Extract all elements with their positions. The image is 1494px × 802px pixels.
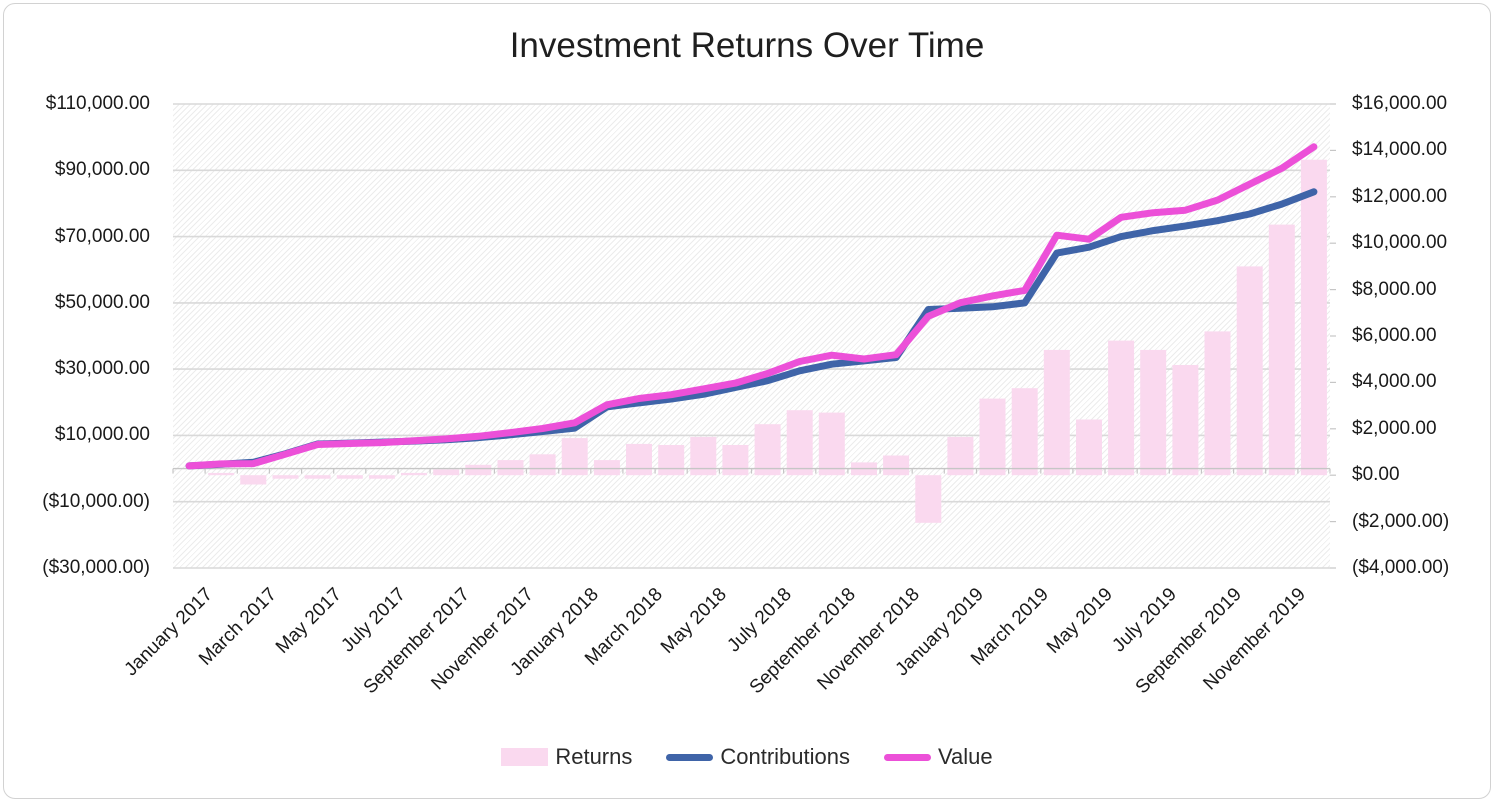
right-axis-tick-label: $12,000.00 xyxy=(1352,185,1448,207)
x-axis-tick-label: May 2018 xyxy=(657,584,732,658)
x-axis-tick-label: May 2017 xyxy=(271,584,346,658)
legend: Returns Contributions Value xyxy=(0,744,1494,770)
legend-label-value: Value xyxy=(938,744,993,769)
chart-plot-svg xyxy=(172,103,1336,569)
right-axis-tick-label: $6,000.00 xyxy=(1352,325,1437,346)
left-axis-tick-label: $30,000.00 xyxy=(54,358,150,380)
right-axis-tick-label: $0.00 xyxy=(1352,464,1400,486)
left-axis-tick-label: $50,000.00 xyxy=(54,291,150,313)
right-axis-tick-label: $14,000.00 xyxy=(1352,139,1448,161)
plot-area xyxy=(172,103,1336,569)
left-axis-tick-label: $90,000.00 xyxy=(54,159,150,181)
legend-label-contributions: Contributions xyxy=(720,744,851,769)
right-axis-tick-label: $10,000.00 xyxy=(1352,232,1448,254)
left-axis-tick-label: $70,000.00 xyxy=(54,225,150,247)
legend-label-returns: Returns xyxy=(555,744,633,769)
x-axis-tick-label: January 2017 xyxy=(120,584,217,681)
left-axis-tick-label: $110,000.00 xyxy=(45,93,150,114)
legend-item-contributions: Contributions xyxy=(666,744,850,770)
right-axis-tick-label: ($2,000.00) xyxy=(1352,510,1450,532)
right-axis-tick-label: $16,000.00 xyxy=(1352,93,1448,114)
left-axis-tick-label: ($10,000.00) xyxy=(42,490,150,512)
x-axis-tick-label: May 2019 xyxy=(1042,584,1117,658)
contributions-swatch-icon xyxy=(666,753,714,761)
right-axis-tick-label: ($4,000.00) xyxy=(1352,557,1450,578)
legend-item-returns: Returns xyxy=(501,744,632,770)
legend-item-value: Value xyxy=(884,744,993,770)
right-axis-tick-label: $2,000.00 xyxy=(1352,417,1437,439)
left-axis-tick-label: ($30,000.00) xyxy=(42,557,150,578)
returns-swatch-icon xyxy=(501,748,549,766)
right-axis-tick-label: $8,000.00 xyxy=(1352,278,1437,300)
chart-title: Investment Returns Over Time xyxy=(509,26,985,65)
right-axis-tick-label: $4,000.00 xyxy=(1352,371,1437,393)
value-swatch-icon xyxy=(884,753,932,761)
left-axis-tick-label: $10,000.00 xyxy=(54,424,150,446)
